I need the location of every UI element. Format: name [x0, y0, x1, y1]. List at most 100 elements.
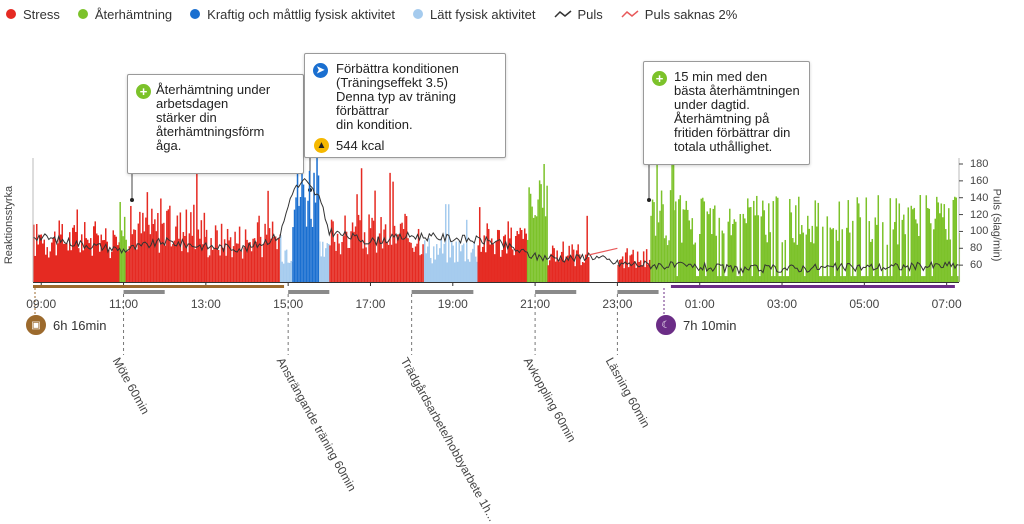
- reaction-bar: [556, 250, 558, 282]
- reaction-bar: [103, 240, 105, 282]
- legend-dot-icon: [413, 9, 424, 19]
- reaction-bar: [688, 220, 691, 282]
- reaction-bar: [691, 218, 694, 282]
- reaction-bar: [94, 221, 96, 282]
- reaction-bar: [678, 199, 680, 282]
- reaction-bar: [717, 276, 719, 282]
- reaction-bar: [810, 242, 812, 282]
- reaction-bar: [738, 276, 740, 282]
- reaction-bar: [668, 240, 670, 282]
- reaction-bar: [276, 249, 278, 282]
- reaction-bar: [187, 252, 189, 282]
- reaction-bar: [732, 224, 734, 282]
- reaction-bar: [146, 192, 149, 282]
- reaction-bar: [407, 238, 409, 282]
- reaction-bar: [102, 240, 104, 282]
- x-tick-label: 17:00: [355, 297, 386, 311]
- reaction-bar: [679, 195, 682, 282]
- reaction-bar: [366, 254, 369, 282]
- legend-dot-icon: [77, 9, 88, 19]
- reaction-bar: [569, 255, 572, 282]
- reaction-bar: [474, 256, 477, 282]
- reaction-bar: [72, 227, 74, 282]
- reaction-bar: [565, 256, 567, 282]
- reaction-bar: [702, 197, 704, 282]
- reaction-bar: [455, 241, 457, 282]
- pulse-line: [32, 177, 960, 275]
- reaction-bar: [196, 167, 198, 282]
- reaction-bar: [651, 199, 654, 282]
- reaction-bar: [907, 207, 910, 282]
- reaction-bar: [742, 213, 745, 282]
- pulse-lines: [32, 177, 960, 275]
- work-duration: 6h 16min: [53, 317, 107, 333]
- reaction-bar: [898, 203, 901, 282]
- callout-text: Återhämtning under arbetsdagen stärker d…: [156, 82, 271, 153]
- reaction-bar: [393, 225, 396, 282]
- reaction-bar: [339, 254, 342, 282]
- reaction-bar: [759, 276, 761, 282]
- reaction-bar: [656, 164, 658, 282]
- reaction-bar: [284, 250, 286, 282]
- reaction-bar: [64, 243, 66, 282]
- reaction-bar: [855, 276, 857, 282]
- reaction-bar: [922, 276, 925, 282]
- reaction-bar: [118, 242, 120, 282]
- reaction-bar: [202, 244, 204, 282]
- reaction-bar: [210, 238, 212, 282]
- reaction-bar: [751, 276, 754, 282]
- reaction-bar: [270, 238, 272, 282]
- reaction-bar: [81, 234, 83, 282]
- reaction-bar: [620, 259, 622, 282]
- legend-label: Puls saknas 2%: [644, 6, 738, 22]
- x-tick-label: 11:00: [108, 297, 139, 311]
- x-tick-label: 15:00: [273, 297, 304, 311]
- reaction-bar: [811, 225, 814, 282]
- reaction-bar: [67, 250, 69, 282]
- reaction-bar: [871, 238, 874, 282]
- callout-anchor-dot: [647, 198, 651, 202]
- reaction-bar: [437, 254, 439, 282]
- reaction-bar: [151, 208, 153, 282]
- x-tick-label: 03:00: [767, 297, 798, 311]
- reaction-bar: [849, 232, 851, 282]
- reaction-bar: [654, 235, 657, 282]
- reaction-bar: [903, 214, 905, 282]
- reaction-bar: [76, 209, 78, 282]
- reaction-bar: [316, 152, 318, 282]
- reaction-bar: [825, 276, 827, 282]
- reaction-bar: [305, 226, 308, 282]
- reaction-bar: [931, 276, 934, 282]
- reaction-bar: [489, 244, 491, 282]
- reaction-bar: [665, 235, 667, 282]
- reaction-bar: [864, 276, 866, 282]
- reaction-bar: [669, 190, 672, 282]
- reaction-bar: [553, 248, 555, 282]
- reaction-bar: [167, 209, 170, 282]
- reaction-bar: [408, 242, 411, 282]
- reaction-bar: [587, 257, 590, 282]
- reaction-bar: [51, 242, 53, 282]
- reaction-bar: [78, 248, 80, 282]
- reaction-bar: [282, 263, 285, 282]
- reaction-bar: [733, 219, 736, 282]
- reaction-bar: [375, 252, 378, 282]
- reaction-bar: [477, 245, 479, 282]
- reaction-bar: [786, 276, 788, 282]
- reaction-bar: [399, 223, 402, 282]
- reaction-bar: [550, 253, 552, 282]
- reaction-bar: [386, 241, 388, 282]
- reaction-bar: [363, 232, 366, 282]
- reaction-bar: [130, 205, 132, 282]
- reaction-bar: [726, 276, 728, 282]
- reaction-bar: [75, 231, 77, 282]
- reaction-bar: [182, 232, 185, 282]
- reaction-bar: [778, 276, 781, 282]
- reaction-bar: [164, 245, 167, 282]
- reaction-bar: [694, 242, 697, 282]
- reaction-bar: [720, 276, 722, 282]
- reaction-bar: [161, 223, 164, 282]
- reaction-bar: [356, 194, 358, 282]
- reaction-bar: [142, 212, 144, 282]
- reaction-bar: [724, 276, 727, 282]
